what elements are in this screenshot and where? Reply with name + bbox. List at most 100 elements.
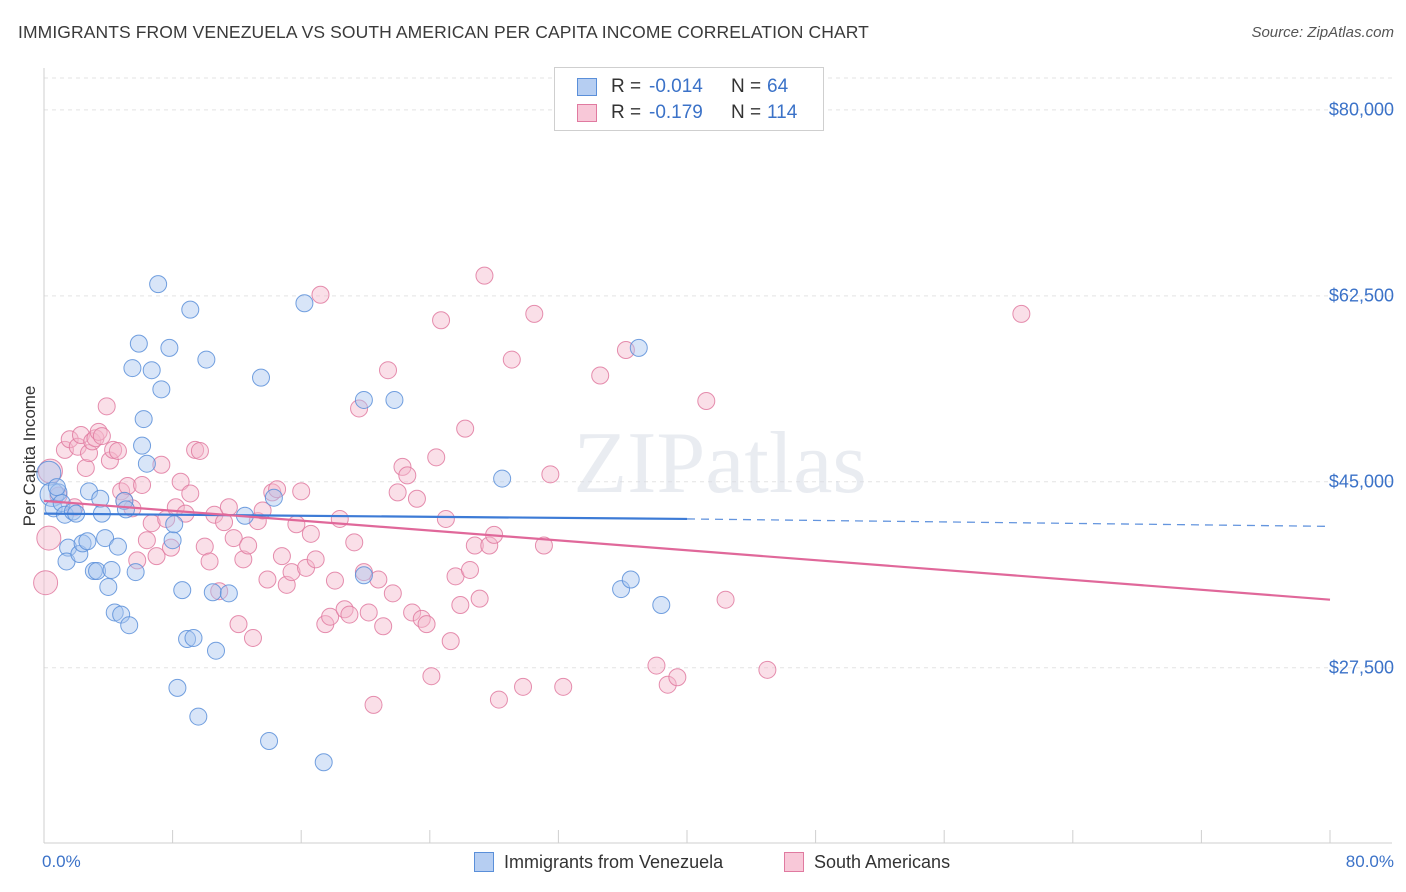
venezuela-point xyxy=(629,338,648,357)
r-value: -0.014 xyxy=(649,76,703,97)
venezuela-point xyxy=(70,545,89,563)
grid xyxy=(44,77,1392,669)
blue-swatch xyxy=(577,78,597,96)
venezuela-point xyxy=(102,560,121,579)
south-american-point xyxy=(441,632,460,651)
venezuela-point xyxy=(126,563,145,582)
south-american-point xyxy=(591,366,610,385)
venezuela-point xyxy=(219,584,238,603)
south-american-point xyxy=(137,531,156,550)
south-american-point xyxy=(697,392,716,410)
venezuela-point xyxy=(203,583,222,602)
south-american-point xyxy=(71,426,90,444)
legend-item-south-americans[interactable]: South Americans xyxy=(784,852,950,873)
south-american-point xyxy=(287,515,306,534)
south-american-point xyxy=(292,482,311,501)
south-american-point xyxy=(436,509,455,528)
south-american-point xyxy=(432,311,451,330)
venezuela-point xyxy=(181,300,200,319)
south-american-point xyxy=(379,361,398,380)
south-american-point xyxy=(403,603,422,622)
south-american-point xyxy=(369,570,388,589)
south-american-point xyxy=(554,677,573,696)
x-tick-min: 0.0% xyxy=(42,852,81,871)
venezuela-point xyxy=(78,532,97,551)
south-american-point xyxy=(306,550,325,569)
south-american-point xyxy=(311,285,330,304)
venezuela-point xyxy=(149,275,168,294)
watermark: ZIPatlas xyxy=(573,415,866,512)
south-american-point xyxy=(224,529,243,548)
n-label: N = xyxy=(731,76,762,97)
venezuela-point xyxy=(142,361,161,380)
venezuela-point xyxy=(152,380,171,399)
south-american-point xyxy=(388,483,407,502)
r-label: R = xyxy=(611,102,642,123)
south-american-point xyxy=(229,615,248,634)
south-american-point xyxy=(412,609,431,628)
south-american-point xyxy=(118,477,137,495)
venezuela-point xyxy=(173,581,192,600)
legend-label: Immigrants from Venezuela xyxy=(504,852,724,872)
south-american-point xyxy=(37,458,63,484)
south-american-point xyxy=(480,536,499,555)
r-label: R = xyxy=(611,76,642,97)
south-americans-points xyxy=(33,266,1031,714)
r-value: -0.179 xyxy=(649,102,703,123)
south-american-point xyxy=(76,458,95,477)
south-american-point xyxy=(393,457,412,476)
south-american-point xyxy=(475,266,494,285)
venezuela-point xyxy=(621,570,640,589)
y-tick-label: $62,500 xyxy=(1328,285,1394,306)
source-label: Source: ZipAtlas.com xyxy=(1251,24,1394,41)
south-american-point xyxy=(758,660,777,679)
south-american-point xyxy=(398,466,417,485)
venezuela-point xyxy=(184,628,203,647)
venezuela-point xyxy=(354,566,373,585)
south-american-point xyxy=(374,617,393,636)
venezuela-point xyxy=(385,390,404,409)
venezuela-point xyxy=(80,482,99,501)
south-american-point xyxy=(68,437,87,456)
south-american-point xyxy=(525,304,544,323)
south-american-point xyxy=(502,350,521,369)
venezuela-point xyxy=(160,338,179,357)
south-american-point xyxy=(161,538,180,557)
south-american-point xyxy=(92,427,111,446)
south-american-point xyxy=(1012,304,1031,323)
south-american-point xyxy=(83,432,102,451)
south-american-point xyxy=(456,419,475,438)
pink-swatch xyxy=(577,104,597,122)
south-american-point xyxy=(195,537,214,556)
venezuela-point xyxy=(88,562,107,580)
legend-swatch-blue xyxy=(474,852,494,872)
venezuela-point xyxy=(493,469,512,488)
south-american-point xyxy=(465,536,484,555)
y-tick-label: $80,000 xyxy=(1328,99,1394,120)
south-american-point xyxy=(407,489,426,508)
south-american-point xyxy=(80,444,99,463)
stats-box: R = -0.014 N = 64 R = -0.179 N = 114 xyxy=(554,67,824,131)
trend-lines xyxy=(43,499,1331,601)
south-american-point xyxy=(282,563,301,582)
south-american-point xyxy=(36,525,62,551)
south-american-point xyxy=(133,475,152,494)
south-american-point xyxy=(234,550,253,569)
venezuela-point xyxy=(99,577,118,596)
legend-item-venezuela[interactable]: Immigrants from Venezuela xyxy=(474,852,723,873)
venezuela-point xyxy=(612,580,631,599)
south-american-point xyxy=(325,571,344,590)
venezuela-point xyxy=(133,436,152,455)
venezuela-point xyxy=(47,478,66,497)
south-american-point xyxy=(258,570,277,589)
south-american-point xyxy=(364,695,383,714)
venezuela-point xyxy=(123,359,142,378)
venezuela-point xyxy=(207,641,226,660)
south-american-point xyxy=(422,667,441,686)
venezuela-point xyxy=(120,616,139,635)
venezuela-point xyxy=(105,603,124,622)
south-american-point xyxy=(108,441,127,460)
south-american-point xyxy=(647,656,666,675)
venezuela-point xyxy=(189,707,208,726)
venezuela-trend-extension xyxy=(686,518,1331,528)
